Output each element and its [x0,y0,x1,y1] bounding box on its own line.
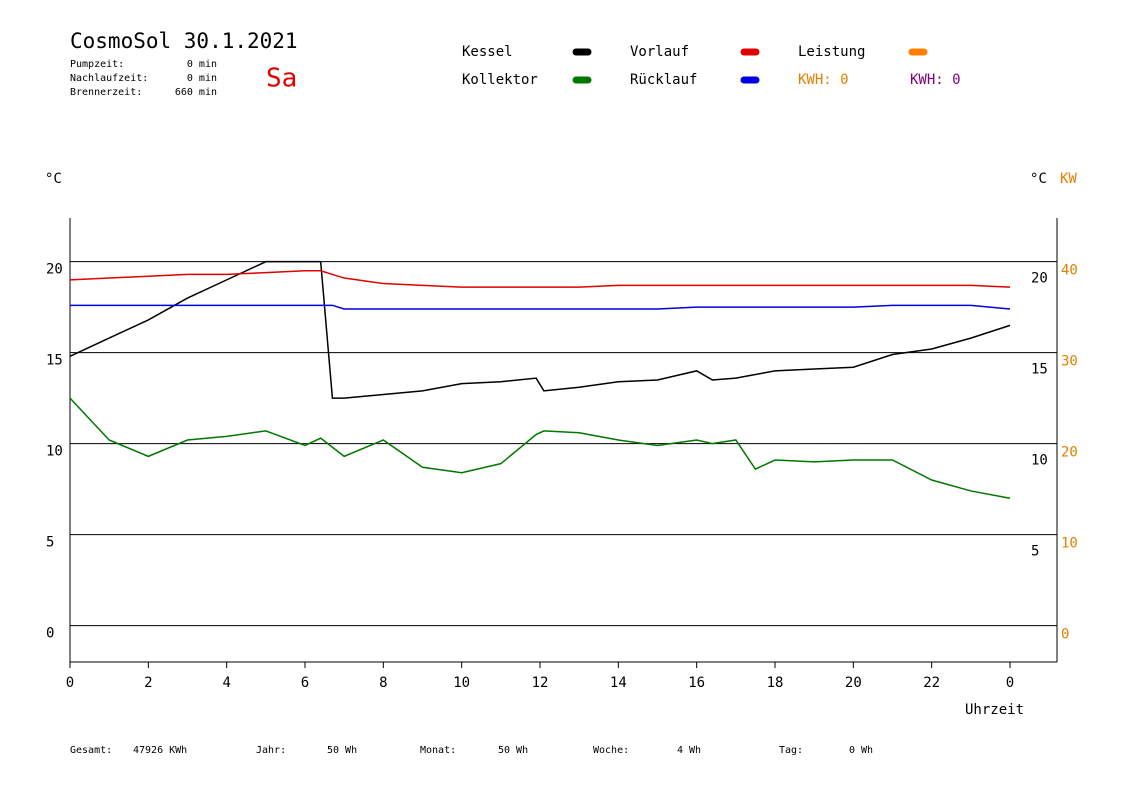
x-tick-label: 18 [767,675,784,691]
chart-title: CosmoSol 30.1.2021 [70,29,298,53]
legend-label: Rücklauf [630,72,697,88]
y-tick-label-right: 5 [1031,544,1039,560]
x-tick-label: 14 [610,675,627,691]
y-tick-label: 10 [46,444,63,460]
y2-tick-label: 20 [1061,445,1078,461]
x-tick-label: 2 [144,675,152,691]
footer-label: Gesamt: [70,745,112,756]
footer-label: Monat: [420,745,456,756]
legend-label: Kessel [462,44,513,60]
footer-value: 50 Wh [498,745,528,756]
x-tick-label: 22 [923,675,940,691]
stat-label: Pumpzeit: [70,59,124,70]
stat-value: 0 min [187,73,217,84]
kwh-label: KWH: 0 [798,72,849,88]
legend-label: Vorlauf [630,44,689,60]
x-tick-label: 6 [301,675,309,691]
y2-axis-label: KW [1060,171,1077,187]
x-axis-label: Uhrzeit [965,702,1024,718]
series-line [69,260,1011,399]
series-line [70,304,1011,310]
x-tick-label: 0 [66,675,74,691]
footer-value: 47926 KWh [133,745,187,756]
footer-value: 0 Wh [849,745,873,756]
x-tick-label: 0 [1006,675,1014,691]
x-tick-label: 16 [688,675,705,691]
y2-tick-label: 10 [1061,536,1078,552]
y-tick-label: 15 [46,353,63,369]
footer-value: 4 Wh [677,745,701,756]
x-tick-label: 4 [222,675,230,691]
y2-tick-label: 30 [1061,354,1078,370]
kwh-label: KWH: 0 [910,72,961,88]
x-tick-label: 12 [532,675,549,691]
legend-label: Kollektor [462,72,538,88]
footer-label: Jahr: [256,745,286,756]
y-tick-label: 20 [46,262,63,278]
stat-value: 660 min [175,87,217,98]
y-tick-label-right: 20 [1031,271,1048,287]
footer-label: Woche: [593,745,629,756]
stat-value: 0 min [187,59,217,70]
stat-label: Nachlaufzeit: [70,73,148,84]
y-tick-label-right: 10 [1031,453,1048,469]
y-axis-label-right: °C [1030,171,1047,187]
legend-label: Leistung [798,44,865,60]
x-tick-label: 8 [379,675,387,691]
footer-label: Tag: [779,745,803,756]
x-tick-label: 10 [453,675,470,691]
y2-tick-label: 0 [1061,627,1069,643]
y-axis-label: °C [45,171,62,187]
y2-tick-label: 40 [1061,263,1078,279]
footer-value: 50 Wh [327,745,357,756]
y-tick-label-right: 15 [1031,362,1048,378]
x-tick-label: 20 [845,675,862,691]
y-tick-label: 0 [46,626,54,642]
series-line [69,397,1011,499]
y-tick-label: 5 [46,535,54,551]
series-line [69,270,1011,288]
day-label: Sa [266,64,297,94]
stat-label: Brennerzeit: [70,87,142,98]
